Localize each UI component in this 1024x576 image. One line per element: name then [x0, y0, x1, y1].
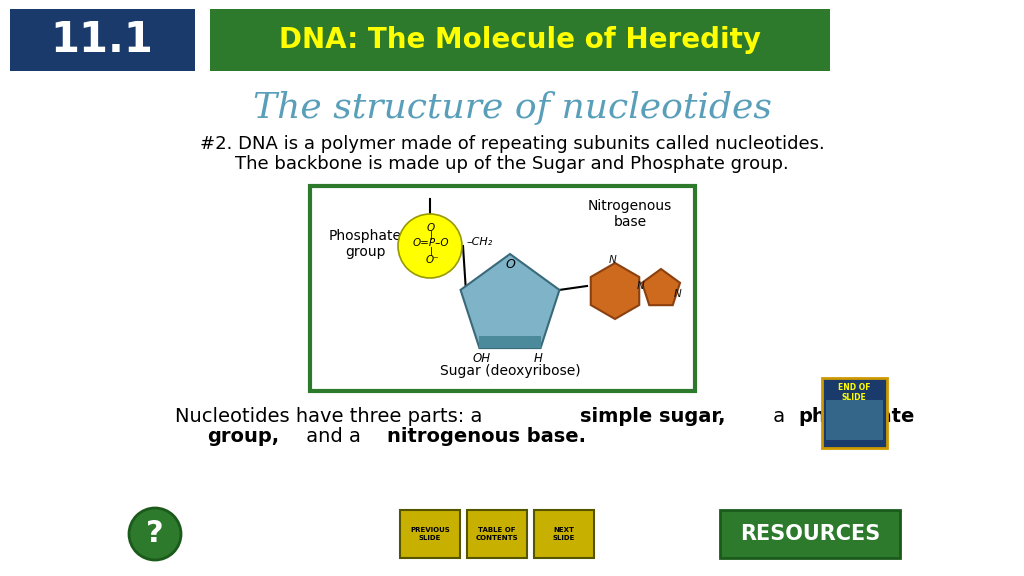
- Text: simple sugar,: simple sugar,: [580, 407, 725, 426]
- Text: a: a: [767, 407, 792, 426]
- Bar: [467, 510, 527, 558]
- Text: O=P–O: O=P–O: [413, 238, 450, 248]
- Text: –CH₂: –CH₂: [467, 237, 494, 247]
- Text: PREVIOUS
SLIDE: PREVIOUS SLIDE: [411, 528, 450, 540]
- Text: Nitrogenous
base: Nitrogenous base: [588, 199, 672, 229]
- Text: Phosphate
group: Phosphate group: [329, 229, 401, 259]
- Polygon shape: [479, 336, 541, 348]
- Bar: [720, 510, 900, 558]
- Text: RESOURCES: RESOURCES: [740, 524, 880, 544]
- Text: H: H: [535, 351, 543, 365]
- Text: N: N: [609, 255, 616, 265]
- Text: |: |: [429, 247, 432, 256]
- Bar: [210, 9, 830, 71]
- Text: SLIDE: SLIDE: [842, 393, 866, 403]
- Bar: [400, 510, 460, 558]
- Bar: [10, 9, 195, 71]
- Text: group,: group,: [207, 426, 280, 445]
- Text: O⁻: O⁻: [425, 255, 439, 265]
- Text: OH: OH: [472, 351, 490, 365]
- Bar: [822, 378, 887, 448]
- Polygon shape: [591, 263, 639, 319]
- Polygon shape: [642, 269, 680, 305]
- Text: Sugar (deoxyribose): Sugar (deoxyribose): [439, 364, 581, 378]
- Text: The structure of nucleotides: The structure of nucleotides: [253, 91, 771, 125]
- Text: ?: ?: [146, 520, 164, 548]
- Circle shape: [129, 508, 181, 560]
- Text: 11.1: 11.1: [50, 19, 154, 61]
- Text: The backbone is made up of the Sugar and Phosphate group.: The backbone is made up of the Sugar and…: [236, 155, 788, 173]
- Text: nitrogenous base.: nitrogenous base.: [387, 426, 586, 445]
- Text: N: N: [674, 289, 682, 299]
- Text: and a: and a: [300, 426, 368, 445]
- Text: TABLE OF
CONTENTS: TABLE OF CONTENTS: [476, 528, 518, 540]
- Text: phosphate: phosphate: [799, 407, 915, 426]
- Text: O: O: [427, 223, 435, 233]
- Text: #2. DNA is a polymer made of repeating subunits called nucleotides.: #2. DNA is a polymer made of repeating s…: [200, 135, 824, 153]
- Bar: [826, 400, 883, 440]
- Bar: [310, 186, 695, 391]
- Text: Nucleotides have three parts: a: Nucleotides have three parts: a: [175, 407, 488, 426]
- Circle shape: [398, 214, 462, 278]
- Text: O: O: [505, 257, 515, 271]
- Text: END OF: END OF: [838, 384, 870, 392]
- Text: NEXT
SLIDE: NEXT SLIDE: [553, 528, 575, 540]
- Text: DNA: The Molecule of Heredity: DNA: The Molecule of Heredity: [279, 26, 761, 54]
- Polygon shape: [461, 254, 559, 348]
- Text: |: |: [429, 230, 432, 240]
- Text: N: N: [637, 281, 645, 291]
- Bar: [534, 510, 594, 558]
